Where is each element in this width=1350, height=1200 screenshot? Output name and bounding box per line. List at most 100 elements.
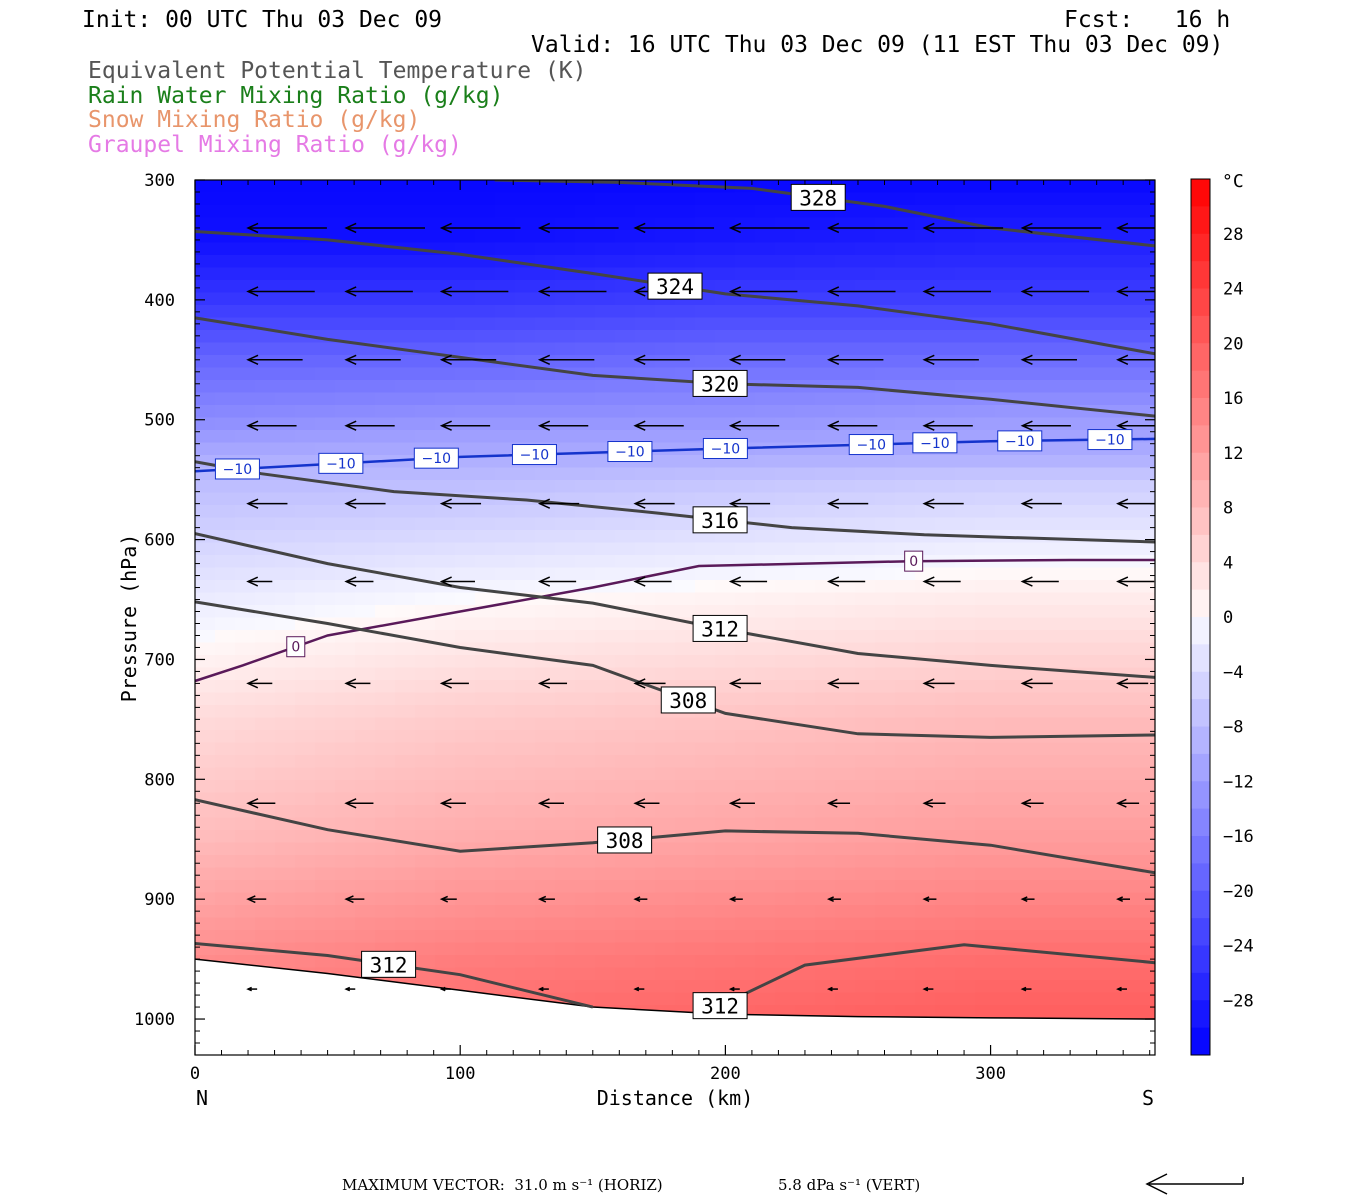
temperature-cell xyxy=(1095,242,1116,256)
temperature-cell xyxy=(475,755,496,769)
temperature-cell xyxy=(375,230,396,244)
temperature-cell xyxy=(835,755,856,769)
temperature-cell xyxy=(1115,980,1136,994)
temperature-cell xyxy=(1075,892,1096,906)
temperature-cell xyxy=(235,367,256,381)
isotherm-label: −10 xyxy=(1087,429,1133,451)
temperature-cell xyxy=(675,792,696,806)
temperature-cell xyxy=(995,630,1016,644)
temperature-cell xyxy=(775,355,796,369)
temperature-cell xyxy=(195,192,216,206)
temperature-cell xyxy=(415,617,436,631)
temperature-cell xyxy=(895,917,916,931)
temperature-cell xyxy=(915,392,936,406)
temperature-cell xyxy=(755,667,776,681)
temperature-cell xyxy=(635,967,656,981)
temperature-cell xyxy=(855,417,876,431)
temperature-cell xyxy=(575,542,596,556)
theta-e-label-text: 308 xyxy=(606,829,644,853)
temperature-cell xyxy=(215,267,236,281)
temperature-cell xyxy=(1055,655,1076,669)
temperature-cell xyxy=(255,267,276,281)
temperature-cell xyxy=(875,292,896,306)
temperature-cell xyxy=(435,655,456,669)
temperature-cell xyxy=(455,242,476,256)
temperature-cell xyxy=(1055,642,1076,656)
temperature-cell xyxy=(555,630,576,644)
temperature-cell xyxy=(415,205,436,219)
temperature-cell xyxy=(495,680,516,694)
temperature-cell xyxy=(1015,755,1036,769)
temperature-cell xyxy=(1115,567,1136,581)
temperature-cell xyxy=(1055,817,1076,831)
temperature-cell xyxy=(755,592,776,606)
temperature-cell xyxy=(575,980,596,994)
temperature-cell xyxy=(215,767,236,781)
temperature-cell xyxy=(755,580,776,594)
temperature-cell xyxy=(555,805,576,819)
temperature-cell xyxy=(515,880,536,894)
temperature-cell xyxy=(875,480,896,494)
temperature-cell xyxy=(515,905,536,919)
colorbar-frame xyxy=(1190,178,1211,1056)
temperature-cell xyxy=(255,830,276,844)
temperature-cell xyxy=(555,692,576,706)
temperature-cell xyxy=(855,742,876,756)
temperature-cell xyxy=(475,405,496,419)
temperature-cell xyxy=(415,230,436,244)
x-tick-label: 200 xyxy=(710,1064,741,1084)
temperature-cell xyxy=(935,180,956,194)
temperature-cell xyxy=(835,942,856,956)
temperature-cell xyxy=(395,255,416,269)
temperature-cell xyxy=(195,292,216,306)
temperature-cell xyxy=(395,192,416,206)
temperature-cell xyxy=(655,730,676,744)
temperature-cell xyxy=(955,280,976,294)
temperature-cell xyxy=(675,742,696,756)
temperature-cell xyxy=(775,542,796,556)
temperature-cell xyxy=(935,805,956,819)
temperature-cell xyxy=(255,867,276,881)
temperature-cell xyxy=(1015,817,1036,831)
temperature-cell xyxy=(815,630,836,644)
temperature-cell xyxy=(355,917,376,931)
temperature-cell xyxy=(915,980,936,994)
temperature-cell xyxy=(995,830,1016,844)
temperature-cell xyxy=(675,242,696,256)
temperature-cell xyxy=(775,467,796,481)
y-tick-label: 1000 xyxy=(134,1010,175,1030)
temperature-cell xyxy=(495,305,516,319)
temperature-cell xyxy=(355,592,376,606)
temperature-cell xyxy=(435,617,456,631)
temperature-cell xyxy=(575,405,596,419)
temperature-cell xyxy=(235,392,256,406)
temperature-cell xyxy=(795,280,816,294)
temperature-cell xyxy=(495,905,516,919)
temperature-cell xyxy=(655,667,676,681)
temperature-cell xyxy=(275,180,296,194)
temperature-cell xyxy=(295,580,316,594)
temperature-cell xyxy=(455,755,476,769)
temperature-cell xyxy=(355,892,376,906)
temperature-cell xyxy=(415,905,436,919)
theta-e-label-box xyxy=(692,506,748,534)
temperature-cell xyxy=(335,767,356,781)
temperature-cell xyxy=(1015,267,1036,281)
temperature-cell xyxy=(575,805,596,819)
temperature-cell xyxy=(1135,655,1155,669)
temperature-cell xyxy=(255,630,276,644)
temperature-cell xyxy=(595,380,616,394)
temperature-cell xyxy=(675,542,696,556)
temperature-cell xyxy=(235,180,256,194)
temperature-cell xyxy=(555,230,576,244)
temperature-cell xyxy=(1115,905,1136,919)
temperature-cell xyxy=(575,867,596,881)
temperature-cell xyxy=(1095,980,1116,994)
wind-vector xyxy=(826,576,866,587)
temperature-cell xyxy=(575,305,596,319)
temperature-cell xyxy=(735,542,756,556)
temperature-cell xyxy=(715,330,736,344)
temperature-cell xyxy=(735,605,756,619)
temperature-cell xyxy=(655,242,676,256)
temperature-cell xyxy=(875,355,896,369)
